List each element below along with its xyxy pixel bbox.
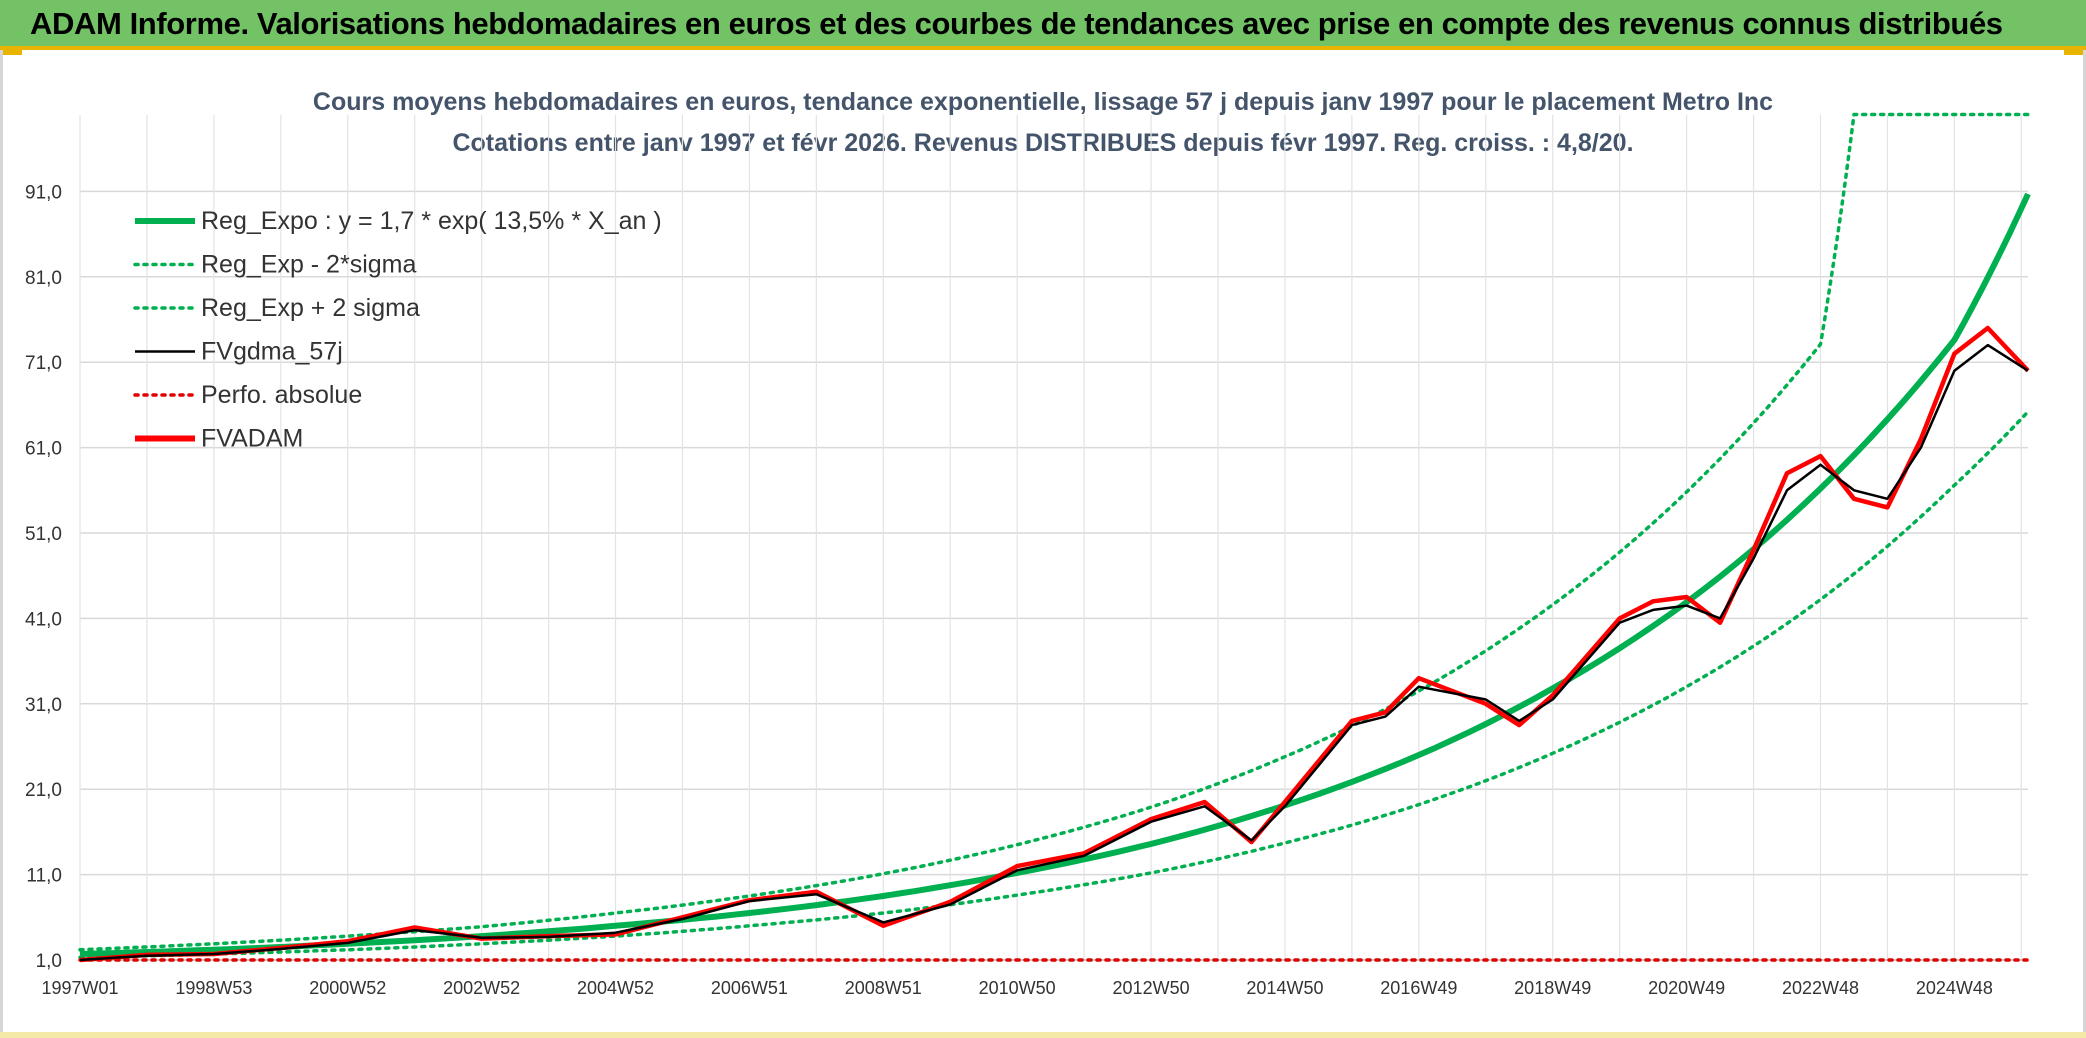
- x-tick-label: 2022W48: [1782, 978, 1859, 998]
- x-tick-label: 2012W50: [1113, 978, 1190, 998]
- x-tick-label: 1997W01: [41, 978, 118, 998]
- series-line: [79, 343, 2029, 962]
- chart-title-line1: Cours moyens hebdomadaires en euros, ten…: [313, 88, 1773, 116]
- y-tick-label: 31,0: [25, 695, 62, 716]
- x-tick-label: 2018W49: [1514, 978, 1591, 998]
- y-tick-label: 21,0: [25, 780, 62, 801]
- legend-label: Reg_Exp - 2*sigma: [201, 251, 416, 279]
- x-tick-label: 2000W52: [309, 978, 386, 998]
- y-tick-label: 1,0: [36, 951, 62, 972]
- x-tick-label: 2006W51: [711, 978, 788, 998]
- x-tick-label: 2002W52: [443, 978, 520, 998]
- series-line: [78, 112, 2030, 952]
- corner-accent-right: [2064, 50, 2086, 55]
- bottom-strip: [0, 1032, 2086, 1038]
- x-tick-label: 2008W51: [845, 978, 922, 998]
- legend-label: FVADAM: [201, 425, 303, 453]
- x-tick-label: 2004W52: [577, 978, 654, 998]
- legend-label: Reg_Expo : y = 1,7 * exp( 13,5% * X_an ): [201, 207, 662, 235]
- y-tick-label: 11,0: [26, 866, 62, 887]
- x-tick-label: 2014W50: [1246, 978, 1323, 998]
- y-tick-label: 61,0: [25, 439, 62, 460]
- x-tick-label: 2016W49: [1380, 978, 1457, 998]
- chart-series: [78, 112, 2031, 963]
- chart-frame: [0, 50, 2086, 1038]
- x-tick-label: 2020W49: [1648, 978, 1725, 998]
- legend-label: Perfo. absolue: [201, 381, 362, 409]
- legend-label: Reg_Exp + 2 sigma: [201, 294, 420, 322]
- x-tick-label: 1998W53: [175, 978, 252, 998]
- chart-title-line2: Cotations entre janv 1997 et févr 2026. …: [452, 129, 1633, 157]
- y-tick-label: 51,0: [25, 524, 62, 545]
- corner-accent-left: [0, 50, 22, 55]
- y-tick-label: 81,0: [25, 268, 62, 289]
- report-title: ADAM Informe. Valorisations hebdomadaire…: [30, 6, 2003, 41]
- y-tick-label: 41,0: [25, 609, 62, 630]
- header-banner: ADAM Informe. Valorisations hebdomadaire…: [0, 0, 2086, 50]
- x-axis-ticks: 1997W01 1998W53 2000W52 2002W52 2004W52 2006W…: [41, 978, 1992, 998]
- series-line: [78, 409, 2030, 960]
- y-tick-label: 71,0: [25, 353, 62, 374]
- y-axis-ticks: 1,0 11,0 21,0 31,0 41,0 51,0 61,0 71,0 81,0 91,0: [25, 182, 62, 972]
- chart-grid: [79, 115, 2028, 961]
- y-tick-label: 91,0: [25, 182, 62, 203]
- chart-legend: Reg_Expo : y = 1,7 * exp( 13,5% * X_an )…: [133, 207, 662, 453]
- legend-label: FVgdma_57j: [201, 338, 343, 366]
- x-tick-label: 2024W48: [1916, 978, 1993, 998]
- x-tick-label: 2010W50: [979, 978, 1056, 998]
